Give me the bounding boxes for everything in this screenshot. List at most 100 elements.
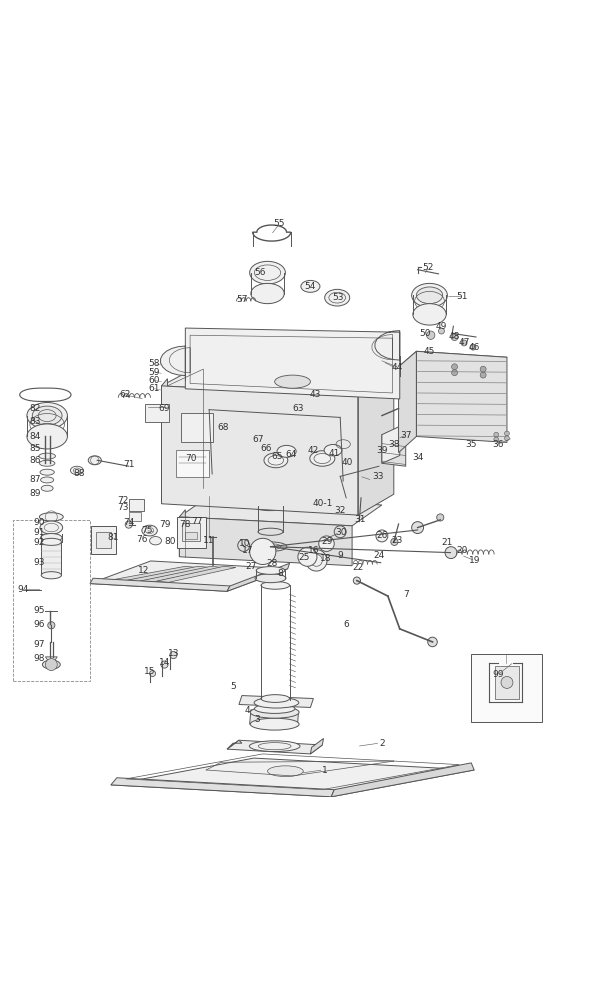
Text: 19: 19 (469, 556, 480, 565)
Polygon shape (399, 351, 507, 372)
Polygon shape (162, 367, 394, 396)
Circle shape (451, 333, 458, 340)
Circle shape (298, 547, 317, 566)
Text: 73: 73 (117, 503, 128, 512)
Text: 64: 64 (285, 450, 297, 459)
Text: 74: 74 (123, 518, 134, 527)
Text: 23: 23 (391, 536, 402, 545)
Text: 69: 69 (159, 404, 170, 413)
Text: 82: 82 (30, 404, 41, 413)
Text: 35: 35 (466, 440, 477, 449)
Text: 77: 77 (192, 517, 203, 526)
Text: 55: 55 (273, 220, 285, 229)
Text: 25: 25 (298, 553, 310, 562)
Text: 24: 24 (373, 551, 384, 560)
Circle shape (445, 547, 457, 559)
Text: 11: 11 (204, 536, 215, 545)
Circle shape (480, 372, 486, 378)
Circle shape (125, 521, 133, 528)
Text: 60: 60 (149, 376, 160, 385)
Text: 71: 71 (123, 460, 134, 469)
Bar (177, 517, 205, 548)
Text: 80: 80 (165, 537, 176, 546)
Text: 51: 51 (457, 292, 468, 301)
Text: 36: 36 (493, 440, 504, 449)
Ellipse shape (42, 660, 60, 669)
Text: 72: 72 (117, 496, 128, 505)
Polygon shape (161, 328, 400, 399)
Circle shape (438, 328, 444, 334)
Circle shape (170, 652, 177, 659)
Text: 40: 40 (341, 457, 353, 467)
Polygon shape (156, 566, 236, 583)
Circle shape (391, 538, 398, 546)
Text: 10: 10 (239, 539, 251, 548)
Circle shape (356, 494, 365, 502)
Text: 68: 68 (218, 423, 229, 432)
Circle shape (238, 540, 250, 552)
Text: 41: 41 (328, 449, 340, 458)
Ellipse shape (27, 402, 67, 429)
Text: 97: 97 (33, 641, 45, 650)
Ellipse shape (40, 521, 63, 534)
Text: 66: 66 (260, 444, 272, 453)
Circle shape (250, 538, 276, 565)
Text: 5: 5 (230, 682, 236, 692)
Polygon shape (399, 351, 417, 452)
Text: 9: 9 (337, 551, 343, 560)
Ellipse shape (39, 460, 55, 466)
Polygon shape (417, 351, 507, 442)
Bar (13, 520, 90, 681)
Text: 40-1: 40-1 (312, 499, 333, 508)
Text: 28: 28 (267, 559, 278, 568)
Polygon shape (239, 696, 313, 708)
Text: 52: 52 (423, 263, 434, 272)
Polygon shape (45, 657, 57, 663)
Ellipse shape (27, 424, 67, 449)
Text: 46: 46 (469, 342, 480, 351)
Ellipse shape (325, 289, 350, 306)
Text: 44: 44 (391, 363, 402, 372)
Polygon shape (111, 758, 474, 796)
Text: 53: 53 (333, 293, 344, 302)
Text: 59: 59 (149, 367, 160, 376)
Ellipse shape (40, 469, 54, 475)
Circle shape (504, 436, 509, 441)
Polygon shape (382, 426, 400, 463)
Polygon shape (111, 777, 334, 796)
Text: 37: 37 (400, 431, 411, 440)
Text: 38: 38 (388, 440, 399, 449)
Ellipse shape (142, 525, 158, 536)
Text: 89: 89 (29, 489, 41, 498)
Ellipse shape (255, 574, 286, 583)
Ellipse shape (251, 283, 284, 303)
Text: 7: 7 (403, 590, 408, 599)
Polygon shape (90, 561, 288, 592)
Polygon shape (227, 741, 322, 753)
Ellipse shape (250, 741, 300, 751)
Polygon shape (310, 739, 324, 753)
Ellipse shape (413, 303, 446, 325)
Text: 92: 92 (33, 538, 45, 547)
Text: 15: 15 (144, 668, 155, 677)
Polygon shape (179, 510, 185, 557)
Circle shape (48, 622, 55, 629)
Ellipse shape (277, 445, 296, 457)
Polygon shape (139, 566, 223, 583)
Text: 65: 65 (271, 452, 283, 461)
Text: 85: 85 (29, 444, 41, 453)
Text: 21: 21 (442, 538, 453, 547)
Bar (146, 404, 170, 421)
Polygon shape (227, 741, 242, 749)
Circle shape (451, 364, 457, 369)
Ellipse shape (254, 704, 295, 714)
Text: 43: 43 (309, 390, 321, 399)
Circle shape (412, 522, 424, 534)
Text: 79: 79 (159, 520, 170, 529)
Text: 13: 13 (168, 650, 179, 659)
Circle shape (504, 431, 509, 436)
Text: 61: 61 (149, 384, 160, 393)
Text: 27: 27 (245, 562, 257, 571)
Circle shape (461, 340, 467, 346)
Ellipse shape (254, 698, 298, 708)
